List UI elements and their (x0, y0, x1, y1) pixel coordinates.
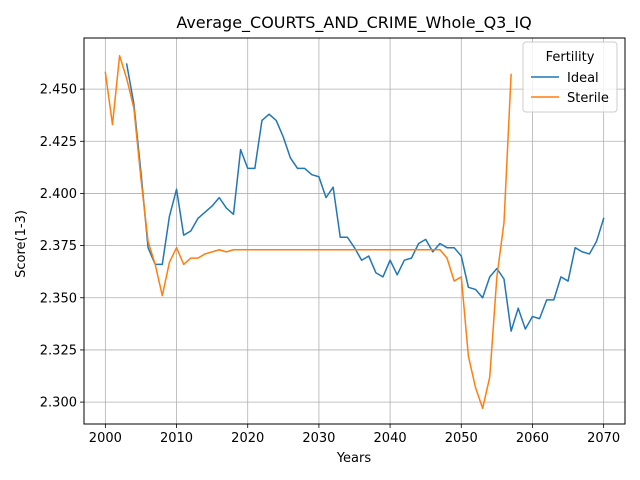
series-lines (104, 54, 605, 410)
chart-title: Average_COURTS_AND_CRIME_Whole_Q3_IQ (176, 13, 531, 33)
y-tick-label: 2.425 (40, 135, 77, 150)
series-line-ideal (125, 63, 605, 332)
x-tick-label: 2040 (374, 431, 407, 446)
x-tick-label: 2050 (445, 431, 478, 446)
y-tick-label: 2.325 (40, 343, 77, 358)
y-tick-label: 2.350 (40, 291, 77, 306)
legend-label-ideal: Ideal (567, 71, 599, 86)
plot-frame (83, 37, 626, 425)
legend-box (522, 41, 618, 113)
legend-title: Fertility (546, 50, 595, 65)
y-axis-label: Score(1-3) (14, 210, 29, 278)
y-tick-label: 2.450 (40, 83, 77, 98)
x-tick-label: 2000 (89, 431, 122, 446)
y-tick-label: 2.400 (40, 187, 77, 202)
series-line-sterile (104, 54, 512, 410)
y-axis-ticks: 2.300 2.325 2.350 2.375 2.400 2.425 2.450 (40, 83, 84, 411)
y-tick-label: 2.375 (40, 239, 77, 254)
x-axis-ticks: 2000 2010 2020 2030 2040 2050 2060 2070 (89, 424, 620, 446)
x-tick-label: 2030 (302, 431, 335, 446)
x-tick-label: 2020 (231, 431, 264, 446)
x-axis-label: Years (336, 451, 372, 466)
x-tick-label: 2070 (587, 431, 620, 446)
legend-label-sterile: Sterile (567, 91, 609, 106)
x-tick-label: 2060 (516, 431, 549, 446)
x-tick-label: 2010 (160, 431, 193, 446)
legend: Fertility Ideal Sterile (522, 41, 618, 113)
y-tick-label: 2.300 (40, 396, 77, 411)
